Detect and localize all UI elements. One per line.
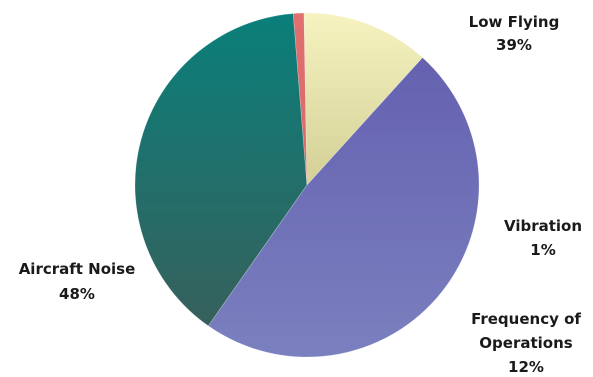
pie-slice-frequency-of-operations	[303, 12, 423, 186]
slice-label-frequency-name-line1: Frequency of	[471, 310, 581, 328]
slice-label-aircraft-noise-name: Aircraft Noise	[19, 260, 136, 278]
slice-label-frequency-name-line2: Operations	[479, 334, 572, 352]
slice-label-aircraft-noise-value: 48%	[59, 285, 95, 303]
slice-label-low-flying-name: Low Flying	[469, 13, 560, 31]
pie-slice-low-flying	[134, 13, 308, 327]
pie-slice-vibration	[292, 12, 308, 186]
pie-slices	[134, 12, 480, 358]
pie-labels: Low Flying 39% Vibration 1% Frequency of…	[19, 13, 582, 376]
pie-slice-aircraft-noise	[207, 57, 480, 358]
slice-label-frequency-value: 12%	[508, 358, 544, 376]
slice-label-low-flying-value: 39%	[496, 36, 532, 54]
slice-label-vibration-name: Vibration	[504, 217, 582, 235]
slice-label-vibration-value: 1%	[530, 241, 555, 259]
